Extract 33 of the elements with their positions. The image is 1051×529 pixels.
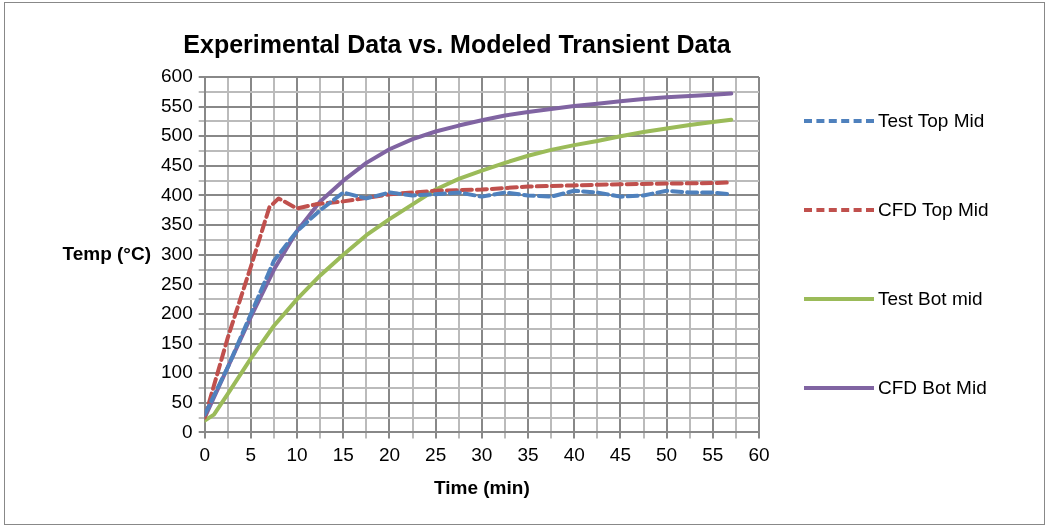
x-tick-label: 40 bbox=[563, 444, 585, 466]
legend-label: CFD Bot Mid bbox=[878, 376, 987, 399]
y-tick-label: 250 bbox=[161, 272, 193, 294]
x-tick-label: 50 bbox=[656, 444, 678, 466]
x-tick-label: 10 bbox=[286, 444, 308, 466]
y-tick-label: 400 bbox=[161, 183, 193, 205]
x-tick-label: 55 bbox=[702, 444, 724, 466]
y-tick-label: 500 bbox=[161, 124, 193, 146]
y-tick-label: 50 bbox=[171, 391, 193, 413]
y-tick-label: 100 bbox=[161, 361, 193, 383]
y-tick-label: 150 bbox=[161, 331, 193, 353]
x-tick-label: 30 bbox=[471, 444, 493, 466]
y-tick-label: 550 bbox=[161, 94, 193, 116]
y-tick-label: 0 bbox=[182, 420, 193, 442]
legend-label: CFD Top Mid bbox=[878, 199, 989, 222]
y-tick-label: 300 bbox=[161, 242, 193, 264]
x-tick-label: 35 bbox=[517, 444, 539, 466]
x-tick-label: 15 bbox=[332, 444, 354, 466]
x-tick-label: 25 bbox=[425, 444, 447, 466]
y-axis-title: Temp (°C) bbox=[62, 242, 151, 264]
y-tick-label: 450 bbox=[161, 154, 193, 176]
y-tick-label: 200 bbox=[161, 302, 193, 324]
legend-label: Test Top Mid bbox=[878, 110, 985, 133]
x-tick-label: 45 bbox=[609, 444, 631, 466]
x-axis-title: Time (min) bbox=[433, 476, 530, 498]
x-tick-label: 60 bbox=[748, 444, 770, 466]
y-tick-label: 350 bbox=[161, 213, 193, 235]
y-tick-label: 600 bbox=[161, 65, 193, 87]
legend-label: Test Bot mid bbox=[878, 288, 983, 311]
chart-title: Experimental Data vs. Modeled Transient Data bbox=[183, 29, 732, 58]
x-tick-label: 0 bbox=[199, 444, 210, 466]
x-tick-label: 5 bbox=[245, 444, 257, 466]
x-tick-label: 20 bbox=[378, 444, 401, 466]
